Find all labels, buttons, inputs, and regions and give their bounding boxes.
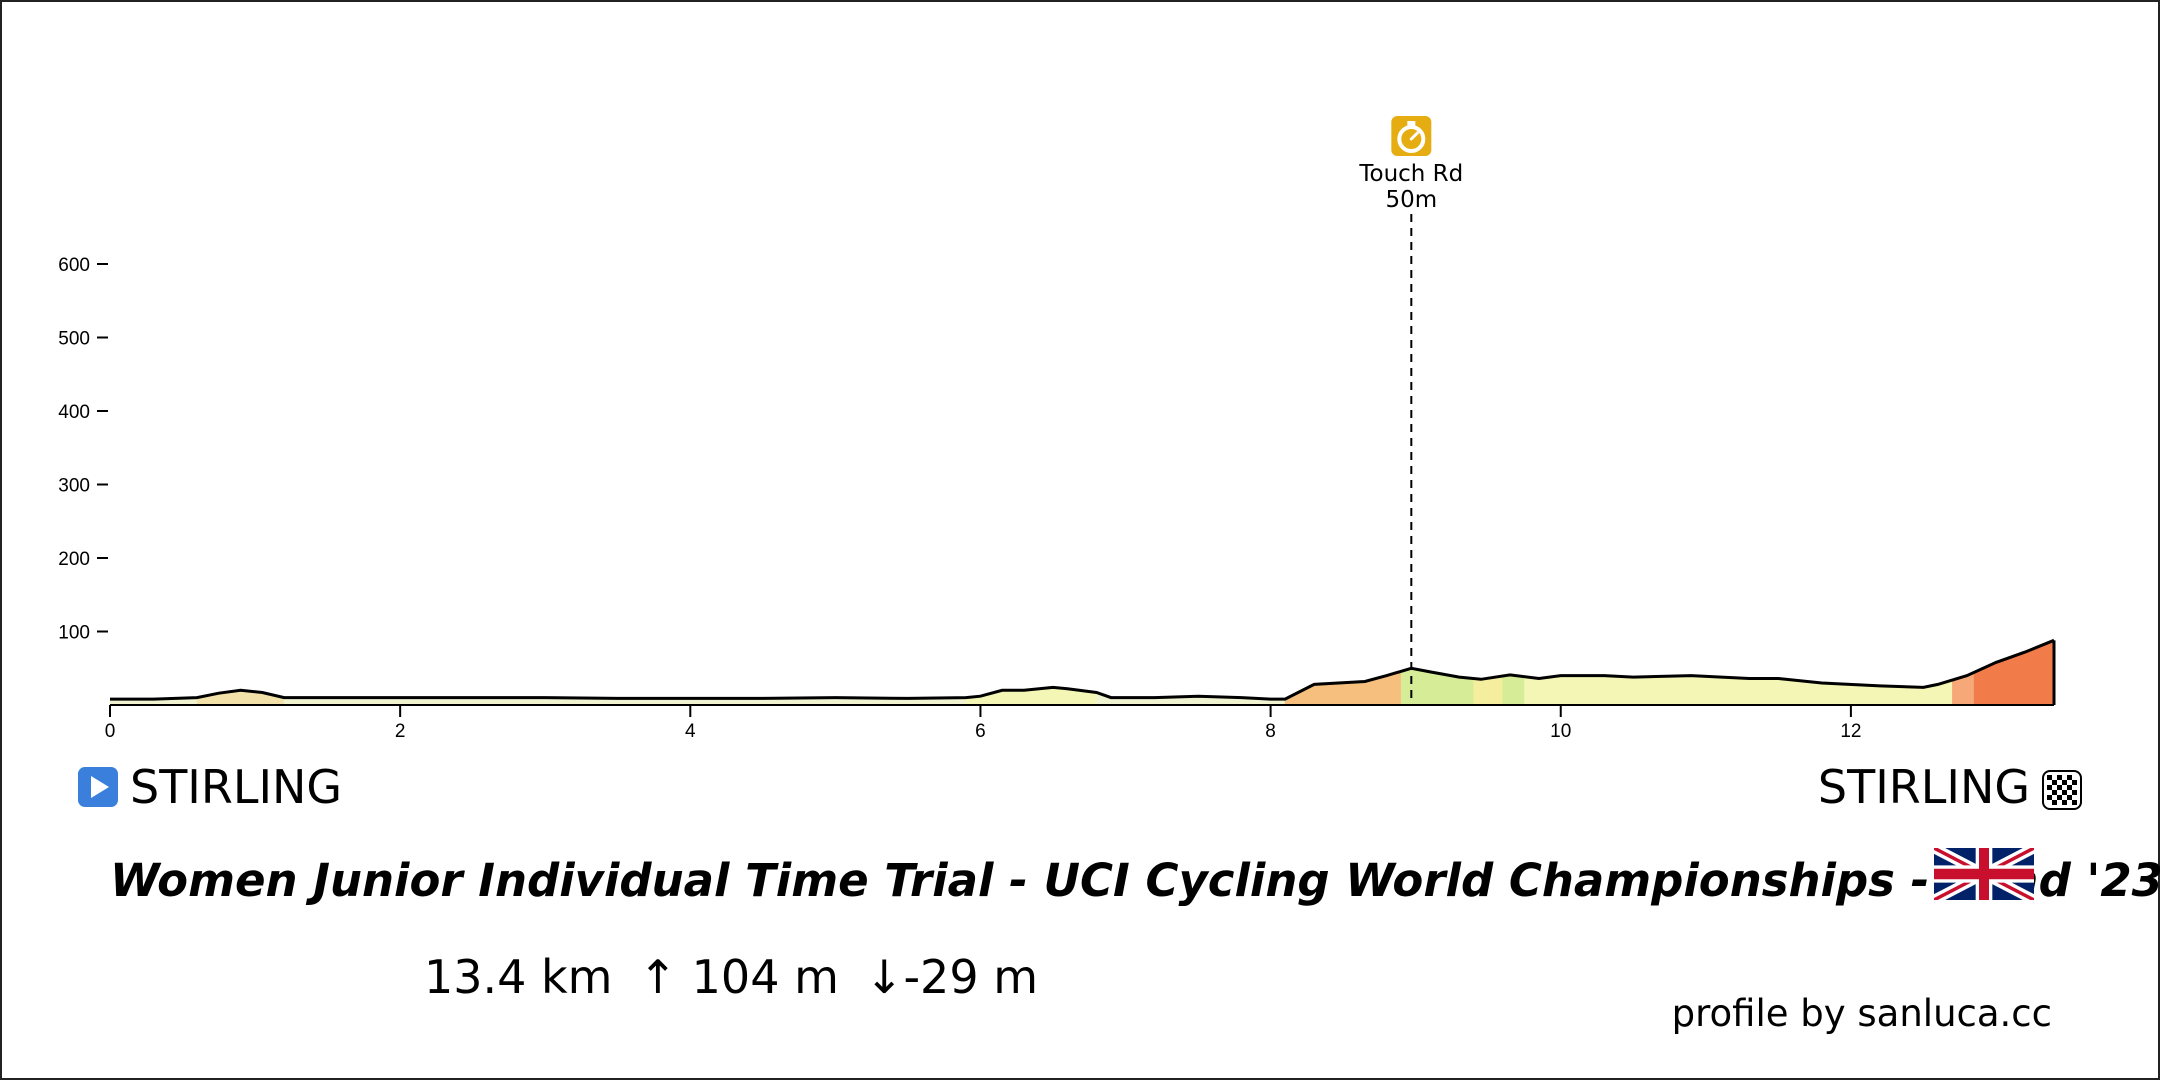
start-location: STIRLING <box>78 760 342 814</box>
profile-segment-1 <box>196 689 285 706</box>
descent-stat: ↓-29 m <box>864 950 1039 1004</box>
x-axis-ticks: 0 2 4 6 8 10 12 <box>105 705 1861 742</box>
x-tick-label: 8 <box>1265 721 1276 742</box>
x-tick-label: 12 <box>1840 721 1861 742</box>
y-axis-ticks: 100 200 300 400 500 600 <box>58 255 108 644</box>
y-tick-label: 100 <box>58 623 90 644</box>
credit-text: profile by sanluca.cc <box>1671 992 2052 1035</box>
x-tick-label: 6 <box>975 721 986 742</box>
y-tick-label: 500 <box>58 329 90 350</box>
y-tick-label: 400 <box>58 402 90 423</box>
distance-stat: 13.4 km <box>424 950 613 1004</box>
x-tick-label: 2 <box>395 721 406 742</box>
profile-segment-8 <box>1502 674 1525 706</box>
y-tick-label: 300 <box>58 476 90 497</box>
x-tick-label: 10 <box>1550 721 1571 742</box>
marker-touch-rd: Touch Rd 50m <box>1358 116 1463 705</box>
ascent-stat: ↑ 104 m <box>638 950 839 1004</box>
stopwatch-icon <box>1391 116 1432 156</box>
finish-location: STIRLING <box>1818 760 2082 814</box>
route-stats: 13.4 km ↑ 104 m ↓-29 m <box>424 950 1038 1004</box>
finish-label: STIRLING <box>1817 760 2030 814</box>
profile-outline <box>110 638 2055 701</box>
profile-segment-11 <box>1973 639 2055 706</box>
race-title: Women Junior Individual Time Trial - UCI… <box>110 854 2160 907</box>
y-tick-label: 200 <box>58 549 90 570</box>
marker-elevation-label: 50m <box>1385 187 1437 213</box>
profile-fill-group <box>109 639 2055 706</box>
start-label: STIRLING <box>130 760 343 814</box>
marker-name-label: Touch Rd <box>1358 161 1463 187</box>
profile-segment-9 <box>1524 675 1953 706</box>
x-tick-label: 4 <box>685 721 696 742</box>
x-tick-label: 0 <box>105 721 116 742</box>
union-jack-flag-icon <box>1934 848 2034 900</box>
y-tick-label: 600 <box>58 255 90 276</box>
checkered-flag-icon <box>2042 767 2082 810</box>
play-icon <box>78 767 118 807</box>
